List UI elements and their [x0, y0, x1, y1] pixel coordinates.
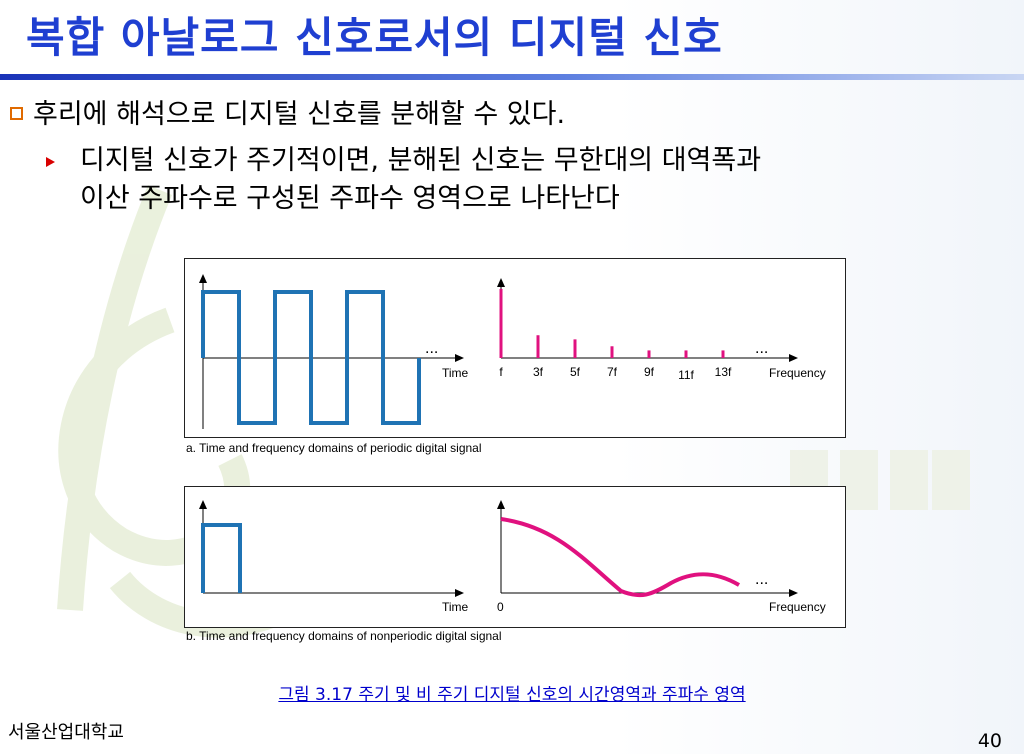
page-number: 40	[977, 730, 1002, 752]
time-axis-label-b: Time	[442, 600, 469, 614]
harmonic-label-11f: 11f	[678, 368, 694, 382]
title-divider	[0, 74, 1024, 80]
harmonic-labels: f 3f 5f 7f 9f 11f 13f	[499, 365, 732, 382]
slide-title: 복합 아날로그 신호로서의 디지털 신호	[26, 13, 723, 62]
triangle-bullet-icon	[46, 157, 55, 167]
freq-axis-label-b: Frequency	[769, 600, 826, 614]
figure-panel-periodic: ... Time f 3f 5f 7f 9f 11f 13f ... Frequency	[184, 258, 846, 438]
panel-nonperiodic-caption: b. Time and frequency domains of nonperi…	[186, 629, 502, 643]
continuous-spectrum	[500, 517, 741, 598]
nonperiodic-figure-svg: Time 0 ... Frequency	[199, 500, 826, 614]
freq-origin-label: 0	[497, 600, 504, 614]
harmonic-label-f: f	[499, 365, 503, 379]
harmonic-label-7f: 7f	[607, 365, 618, 379]
freq-ellipsis: ...	[755, 340, 768, 357]
time-axis-label: Time	[442, 366, 469, 380]
bullet-sub-line-2: 이산 주파수로 구성된 주파수 영역으로 나타난다	[80, 183, 620, 214]
freq-ellipsis-b: ...	[755, 571, 768, 588]
square-bullet-icon	[10, 107, 23, 120]
periodic-figure-svg: ... Time f 3f 5f 7f 9f 11f 13f ... Frequency	[199, 274, 826, 429]
watermark-logo	[57, 185, 970, 638]
bullet-sub-line-1: 디지털 신호가 주기적이면, 분해된 신호는 무한대의 대역폭과	[80, 145, 762, 176]
square-wave	[201, 290, 421, 425]
bullet-main-text: 후리에 해석으로 디지털 신호를 분해할 수 있다.	[33, 99, 566, 130]
figure-panel-nonperiodic: Time 0 ... Frequency	[184, 486, 846, 628]
harmonic-label-5f: 5f	[570, 365, 581, 379]
footer-institution: 서울산업대학교	[8, 722, 124, 743]
freq-axis-label: Frequency	[769, 366, 826, 380]
time-ellipsis: ...	[425, 340, 438, 357]
harmonic-bars	[499, 289, 725, 358]
harmonic-label-13f: 13f	[715, 365, 732, 379]
harmonic-label-3f: 3f	[533, 365, 544, 379]
figure-caption: 그림 3.17 주기 및 비 주기 디지털 신호의 시간영역과 주파수 영역	[278, 685, 746, 705]
bullet-sub: 디지털 신호가 주기적이면, 분해된 신호는 무한대의 대역폭과 이산 주파수로…	[46, 142, 762, 218]
harmonic-label-9f: 9f	[644, 365, 655, 379]
single-pulse	[201, 523, 242, 593]
bullet-main: 후리에 해석으로 디지털 신호를 분해할 수 있다.	[10, 92, 565, 131]
panel-periodic-caption: a. Time and frequency domains of periodi…	[186, 441, 482, 455]
